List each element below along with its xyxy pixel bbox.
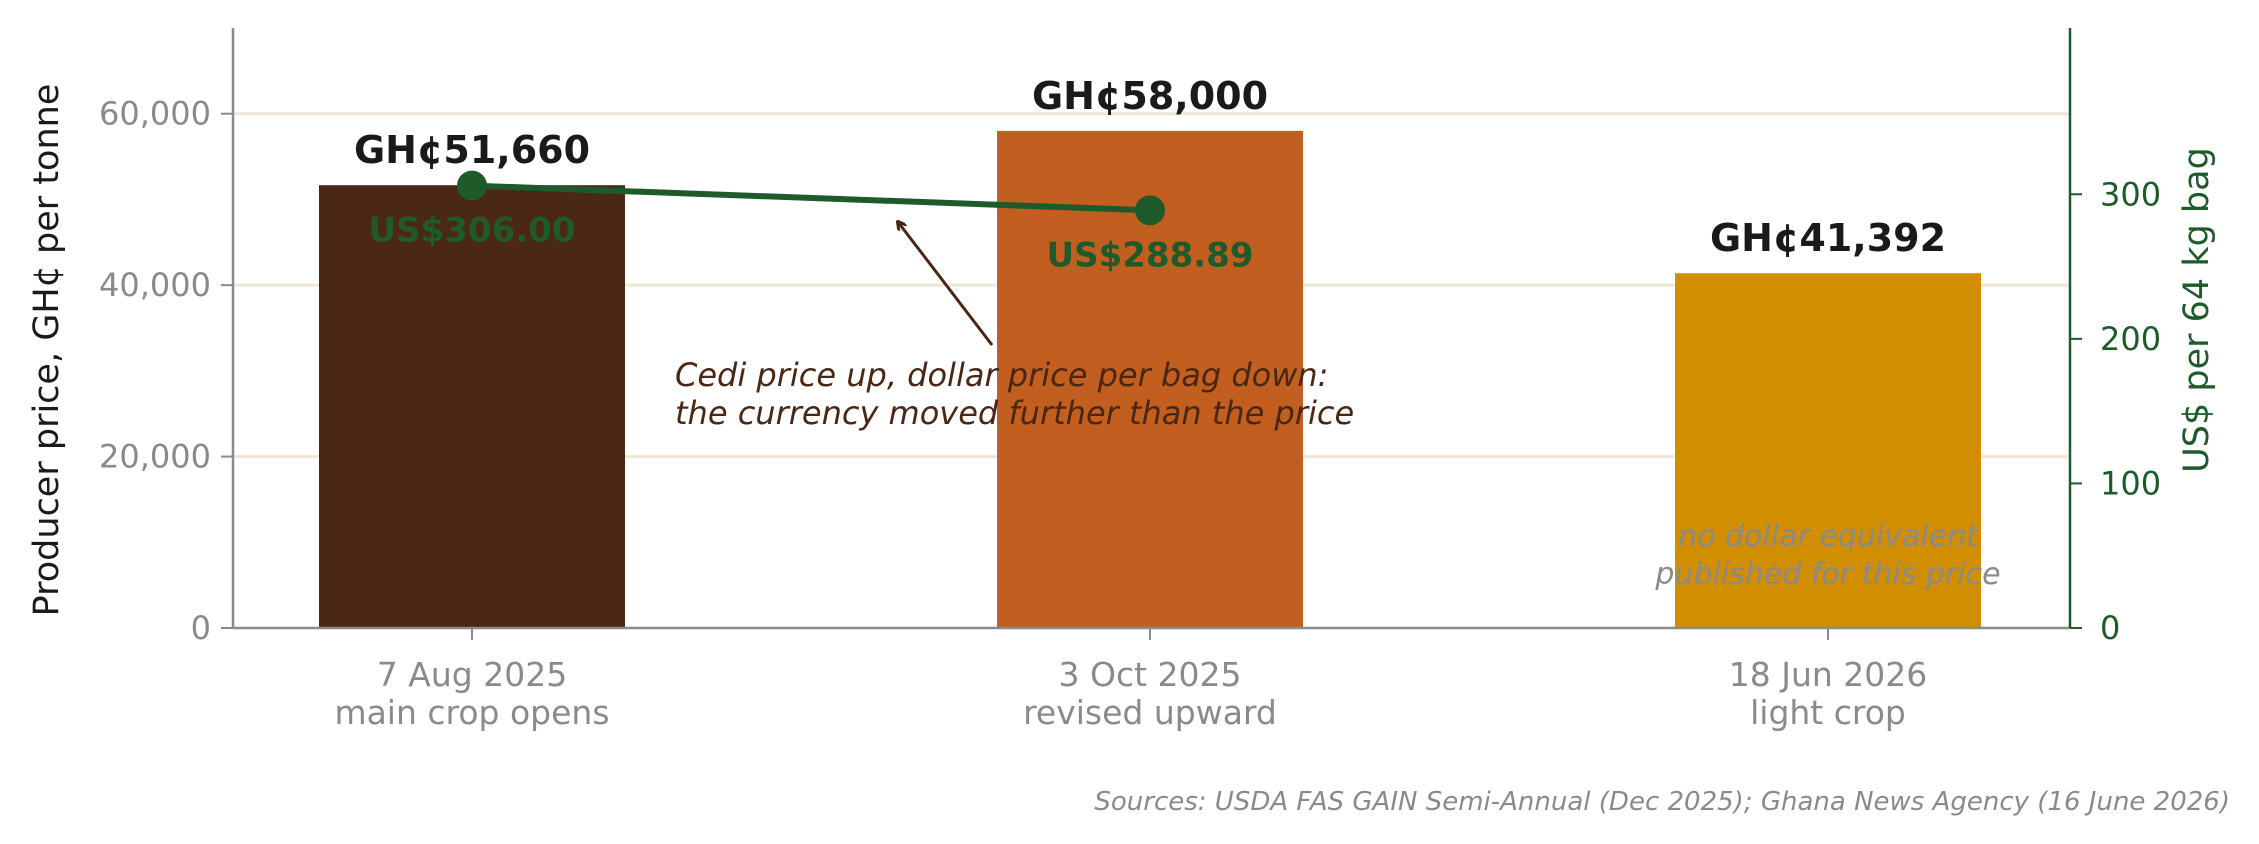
x-tick-label-note-0: main crop opens [334, 693, 609, 732]
y-tick-label-left-2: 40,000 [99, 266, 211, 304]
x-tick-label-date-0: 7 Aug 2025 [377, 655, 567, 694]
y-tick-label-right-1: 100 [2100, 464, 2161, 502]
axes [221, 28, 2082, 640]
x-tick-label-note-1: revised upward [1023, 693, 1277, 732]
y-axis-title-left: Producer price, GH¢ per tonne [27, 84, 67, 617]
y-tick-label-left-0: 0 [191, 609, 211, 647]
usd-series-line [469, 182, 1153, 214]
usd-point-1 [1135, 195, 1165, 226]
usd-line [457, 170, 1165, 346]
source-note: Sources: USDA FAS GAIN Semi-Annual (Dec … [1094, 787, 2230, 817]
y-tick-label-left-1: 20,000 [99, 438, 211, 476]
bar-value-label-2: GH¢41,392 [1710, 216, 1946, 260]
no-usd-note-1: published for this price [1654, 557, 2000, 592]
annotation-text-1: the currency moved further than the pric… [675, 394, 1354, 432]
bar-value-label-0: GH¢51,660 [354, 128, 590, 172]
bar-value-label-1: GH¢58,000 [1032, 74, 1268, 118]
annotation-arrow [898, 222, 994, 346]
annotation-text-0: Cedi price up, dollar price per bag down… [675, 356, 1328, 394]
x-tick-label-date-1: 3 Oct 2025 [1058, 655, 1241, 694]
y-tick-label-left-3: 60,000 [99, 95, 211, 133]
no-usd-note-0: no dollar equivalent [1678, 519, 1979, 554]
bar-0 [319, 185, 625, 628]
usd-point-0 [457, 170, 487, 201]
labels: 0 20,000 40,000 60,000 0 100 200 300 7 Aug 2025m… [27, 74, 2230, 817]
usd-value-label-0: US$306.00 [369, 211, 576, 251]
usd-value-label-1: US$288.89 [1047, 235, 1254, 275]
y-tick-label-right-3: 300 [2100, 175, 2161, 213]
x-tick-label-date-2: 18 Jun 2026 [1729, 655, 1928, 694]
bar-2 [1675, 273, 1981, 628]
bars [319, 130, 1981, 628]
x-tick-label-note-2: light crop [1750, 693, 1906, 732]
y-tick-label-right-2: 200 [2100, 320, 2161, 358]
y-tick-label-right-0: 0 [2100, 609, 2120, 647]
y-axis-title-right: US$ per 64 kg bag [2177, 147, 2217, 473]
